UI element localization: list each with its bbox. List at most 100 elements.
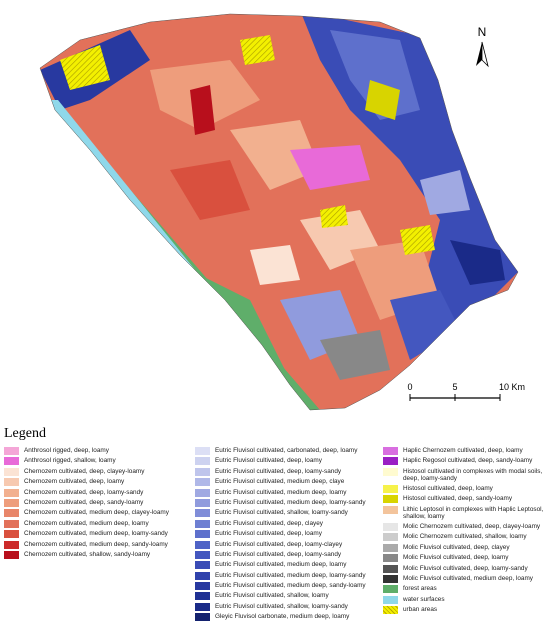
legend-item: Chernozem cultivated, deep, loamy-sandy	[4, 488, 189, 497]
soil-map: N 0 5 10 Km	[39, 13, 525, 411]
legend-swatch	[195, 509, 210, 518]
legend-swatch	[383, 585, 398, 594]
legend-item: Chernozem cultivated, medium deep, loamy	[4, 519, 189, 528]
legend-item: Molic Fluvisol cultivated, medium deep, …	[383, 574, 545, 583]
legend-label: Chernozem cultivated, medium deep, claye…	[24, 509, 169, 517]
legend-item: Anthrosol rigged, shallow, loamy	[4, 457, 189, 466]
scale-label: 5	[452, 382, 457, 392]
legend-swatch	[383, 595, 398, 604]
legend-swatch	[383, 484, 398, 493]
legend-swatch	[4, 467, 19, 476]
legend-label: Eutric Fluvisol cultivated, medium deep,…	[215, 488, 347, 496]
legend-label: Chernozem cultivated, medium deep, sandy…	[24, 540, 168, 548]
legend-swatch	[383, 574, 398, 583]
legend-swatch	[195, 498, 210, 507]
legend-label: Eutric Fluvisol cultivated, deep, loamy	[215, 457, 322, 465]
legend-label: Chernozem cultivated, shallow, sandy-loa…	[24, 550, 151, 558]
legend-label: Eutric Fluvisol cultivated, deep, loamy	[215, 530, 322, 538]
legend-label: Eutric Fluvisol cultivated, deep, clayey	[215, 519, 323, 527]
legend-item: Molic Fluvisol cultivated, deep, loamy-s…	[383, 564, 545, 573]
legend-label: Gleyic Fluvisol carbonate, medium deep, …	[215, 613, 350, 621]
legend-item: Eutric Fluvisol cultivated, shallow, loa…	[195, 592, 380, 601]
legend-swatch	[383, 522, 398, 531]
legend-swatch	[383, 564, 398, 573]
legend-item: Eutric Fluvisol cultivated, medium deep,…	[195, 582, 380, 591]
legend-label: Eutric Fluvisol cultivated, medium deep,…	[215, 571, 366, 579]
legend-label: Eutric Fluvisol cultivated, shallow, loa…	[215, 602, 348, 610]
legend-swatch	[4, 519, 19, 528]
legend-item: Eutric Fluvisol cultivated, shallow, loa…	[195, 602, 380, 611]
legend-label: forest areas	[403, 585, 437, 593]
legend-label: Molic Fluvisol cultivated, deep, clayey	[403, 543, 510, 551]
legend-item: Eutric Fluvisol cultivated, deep, clayey	[195, 519, 380, 528]
legend-label: Molic Fluvisol cultivated, medium deep, …	[403, 574, 533, 582]
legend-item: Eutric Fluvisol cultivated, carbonated, …	[195, 447, 380, 455]
legend-item: Lithic Leptosol in complexes with Haplic…	[383, 505, 545, 521]
legend-label: Eutric Fluvisol cultivated, medium deep,…	[215, 582, 366, 590]
scale-bar: 0 5 10 Km	[407, 382, 525, 401]
legend-item: Eutric Fluvisol cultivated, shallow, loa…	[195, 509, 380, 518]
legend-swatch	[4, 540, 19, 549]
legend-item: Chernozem cultivated, medium deep, sandy…	[4, 540, 189, 549]
legend-item: Chernozem cultivated, shallow, sandy-loa…	[4, 550, 189, 559]
legend-label: Chernozem cultivated, medium deep, loamy…	[24, 530, 168, 538]
legend-label: Histosol cultivated, deep, loamy	[403, 484, 493, 492]
legend-label: Chernozem cultivated, deep, sandy-loamy	[24, 498, 144, 506]
legend-label: Chernozem cultivated, deep, loamy	[24, 478, 125, 486]
legend-item: Molic Chernozem cultivated, deep, clayey…	[383, 522, 545, 531]
legend-swatch	[383, 447, 398, 455]
legend-swatch	[4, 478, 19, 487]
legend-column: Haplic Chernozem cultivated, deep, loamy…	[383, 447, 545, 616]
legend-swatch	[195, 592, 210, 601]
legend-swatch	[383, 533, 398, 542]
legend-swatch	[383, 606, 398, 615]
legend-swatch	[195, 478, 210, 487]
legend-item: Histosol cultivated, deep, loamy	[383, 484, 545, 493]
legend-swatch	[195, 582, 210, 591]
legend-item: Histosol cultivated, deep, sandy-loamy	[383, 495, 545, 504]
legend-label: Eutric Fluvisol cultivated, deep, loamy-…	[215, 550, 342, 558]
legend-item: Eutric Fluvisol cultivated, medium deep,…	[195, 571, 380, 580]
legend-swatch	[195, 602, 210, 611]
legend-label: Chernozem cultivated, deep, loamy-sandy	[24, 488, 144, 496]
scale-label: 0	[407, 382, 412, 392]
legend-swatch	[195, 447, 210, 455]
legend-column: Anthrosol rigged, deep, loamy Anthrosol r…	[4, 447, 189, 561]
legend-label: Histosol cultivated, deep, sandy-loamy	[403, 495, 513, 503]
legend-title: Legend	[4, 426, 46, 441]
legend-swatch	[195, 488, 210, 497]
legend-label: water surfaces	[403, 595, 445, 603]
legend-swatch	[195, 561, 210, 570]
legend-item: Molic Fluvisol cultivated, deep, clayey	[383, 543, 545, 552]
legend-label: Eutric Fluvisol cultivated, deep, loamy-…	[215, 540, 343, 548]
legend-label: Anthrosol rigged, deep, loamy	[24, 447, 109, 454]
legend-swatch	[195, 540, 210, 549]
legend-label: Chernozem cultivated, medium deep, loamy	[24, 519, 149, 527]
legend-item: Eutric Fluvisol cultivated, medium deep,…	[195, 561, 380, 570]
legend-item: Anthrosol rigged, deep, loamy	[4, 447, 189, 455]
legend-label: Eutric Fluvisol cultivated, shallow, loa…	[215, 509, 348, 517]
north-label: N	[478, 25, 487, 39]
legend-label: Molic Chernozem cultivated, shallow, loa…	[403, 533, 527, 541]
legend-swatch	[4, 498, 19, 507]
legend-item: Eutric Fluvisol cultivated, deep, loamy	[195, 530, 380, 539]
legend-label: Haplic Chernozem cultivated, deep, loamy	[403, 447, 523, 454]
legend-item: forest areas	[383, 585, 545, 594]
legend-item: Eutric Fluvisol cultivated, medium deep,…	[195, 478, 380, 487]
legend-item: Histosol cultivated in complexes with mo…	[383, 467, 545, 483]
legend-item: Eutric Fluvisol cultivated, deep, loamy-…	[195, 467, 380, 476]
legend-label: Eutric Fluvisol cultivated, carbonated, …	[215, 447, 358, 454]
legend-swatch	[195, 457, 210, 466]
legend-item: Eutric Fluvisol cultivated, deep, loamy-…	[195, 540, 380, 549]
legend-swatch	[383, 495, 398, 504]
legend-swatch	[383, 457, 398, 466]
legend-swatch	[195, 571, 210, 580]
legend-item: Molic Fluvisol cultivated, deep, loamy	[383, 554, 545, 563]
legend-label: urban areas	[403, 606, 438, 614]
legend-swatch	[4, 457, 19, 466]
map-area	[40, 14, 518, 410]
legend-swatch	[4, 447, 19, 455]
legend-label: Histosol cultivated in complexes with mo…	[403, 467, 543, 483]
legend-item: Eutric Fluvisol cultivated, deep, loamy	[195, 457, 380, 466]
legend-item: Chernozem cultivated, deep, clayey-loamy	[4, 467, 189, 476]
